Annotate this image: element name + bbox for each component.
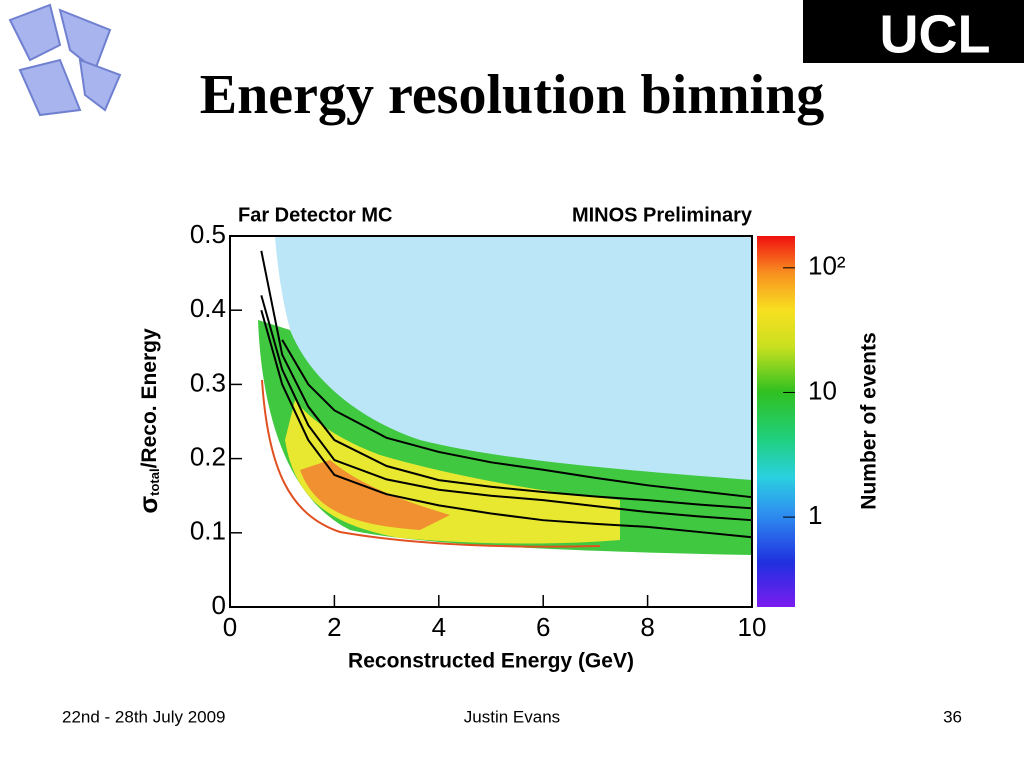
x-tick-label: 6 (536, 612, 550, 642)
y-axis-label: σtotal/Reco. Energy (133, 328, 163, 514)
y-tick-label: 0.4 (190, 293, 226, 323)
footer-author: Justin Evans (464, 707, 560, 726)
colorbar (757, 236, 795, 607)
footer-date: 22nd - 28th July 2009 (62, 707, 226, 726)
y-tick-label: 0.2 (190, 441, 226, 471)
footer-page: 36 (943, 707, 962, 726)
logo-text: UCL (880, 4, 991, 64)
y-tick-label: 0.1 (190, 516, 226, 546)
line (281, 339, 753, 499)
y-label-subscript: total (147, 468, 162, 495)
x-tick-label: 8 (640, 612, 654, 642)
ucl-logo (803, 0, 1024, 63)
line (260, 309, 753, 539)
density (258, 236, 752, 555)
colorbar-label: Number of events (858, 332, 881, 509)
y-label-symbol: σ (133, 496, 163, 514)
annotation: MINOS Preliminary (572, 204, 753, 226)
y-tick-label: 0 (212, 590, 226, 620)
x-axis-label: Reconstructed Energy (GeV) (348, 650, 634, 673)
plot-frame (229, 235, 753, 608)
annotation: Far Detector MC (238, 204, 392, 226)
x-tick-label: 0 (223, 612, 237, 642)
line (260, 295, 753, 522)
corner-logo (8, 3, 122, 117)
y-label-text: /Reco. Energy (138, 328, 161, 468)
colorbar-tick-label: 10 (808, 375, 837, 405)
x-tick-label: 10 (738, 612, 767, 642)
colorbar-tick-label: 10² (808, 251, 846, 281)
slide-title: Energy resolution binning (200, 64, 824, 126)
colorbar-tick-label: 1 (808, 500, 822, 530)
x-tick-label: 2 (327, 612, 341, 642)
y-tick-label: 0.5 (190, 219, 226, 249)
x-tick-label: 4 (432, 612, 446, 642)
line (260, 250, 753, 510)
y-tick-label: 0.3 (190, 367, 226, 397)
